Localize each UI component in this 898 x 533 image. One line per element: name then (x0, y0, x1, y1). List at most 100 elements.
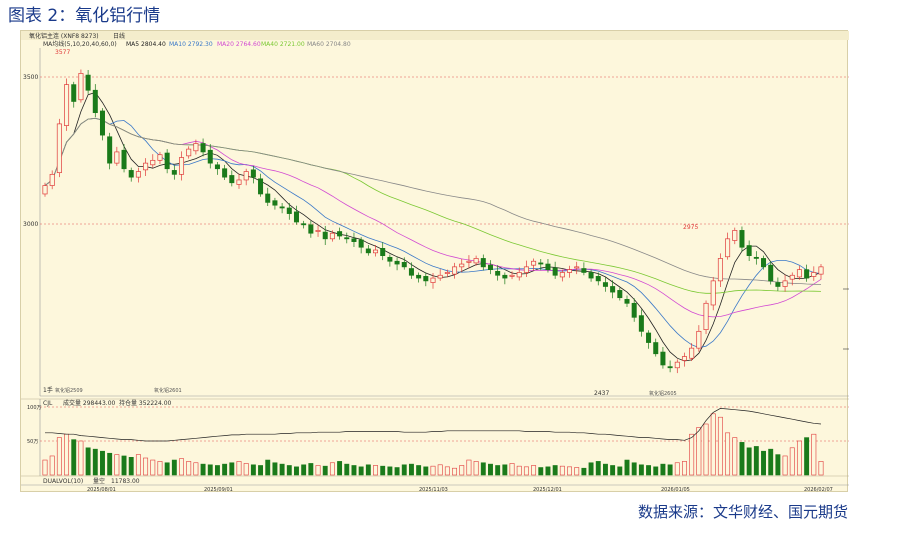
volume-bar (682, 461, 687, 476)
candle-body-down (416, 274, 422, 279)
period-label[interactable]: 日线 (113, 32, 125, 40)
candle (250, 165, 256, 184)
volume-bar (365, 464, 371, 476)
y-tick-3000: 3000 (23, 221, 38, 228)
candle-body-up (373, 249, 379, 254)
candle-body-down (423, 276, 429, 282)
volume-bar (250, 464, 256, 476)
candle (315, 225, 321, 237)
candle-body-up (64, 84, 70, 126)
volume-bar (523, 466, 529, 476)
candle (430, 273, 436, 289)
candle-body-down (595, 276, 601, 282)
candle-body-down (753, 256, 759, 259)
volume-bar (717, 416, 723, 476)
volume-bar (631, 462, 637, 476)
candle-body-up (430, 277, 436, 283)
candle-body-up (459, 263, 465, 268)
candle-body-up (710, 280, 716, 306)
candlesticks (42, 69, 824, 374)
volume-bar (243, 463, 249, 476)
volume-bar (710, 413, 716, 476)
candle (761, 255, 767, 270)
candle (452, 262, 458, 279)
volume-bar (294, 466, 299, 476)
candle (258, 173, 264, 197)
candle-body-down (624, 299, 630, 304)
x-tick-0: 2025/08/01 (87, 487, 116, 493)
candle (818, 264, 824, 280)
contract-a-label: 氧化铝2509 (55, 387, 83, 394)
candle (638, 309, 644, 337)
volume-bar (761, 450, 766, 476)
candle (753, 251, 759, 265)
candle-body-up (444, 272, 450, 274)
vol-tick-50w: 50万 (27, 439, 38, 445)
candle-body-up (78, 73, 84, 101)
volume-bar (186, 461, 192, 476)
volume-bar (610, 465, 616, 476)
candle (222, 164, 228, 180)
volume-bar (753, 446, 759, 476)
candle (365, 244, 371, 256)
candle (179, 151, 185, 181)
candle-body-up (193, 143, 199, 152)
candle-body-down (293, 211, 299, 223)
candle-body-down (128, 170, 134, 178)
candle-body-down (164, 152, 170, 170)
candle-body-down (552, 267, 558, 276)
candle (214, 162, 220, 175)
candle (64, 78, 70, 131)
contract-b-label: 氧化铝2601 (154, 387, 182, 394)
candle-body-down (250, 169, 256, 178)
contract-c-label: 氧化铝2605 (649, 390, 677, 397)
volume-bar (315, 465, 321, 476)
volume-bar (301, 464, 307, 476)
volume-bar (725, 432, 731, 476)
candle (466, 255, 472, 269)
candle (610, 280, 616, 299)
candle-body-up (567, 269, 573, 273)
volume-bar (516, 465, 522, 476)
volume-bar (329, 462, 335, 476)
candle-body-down (638, 315, 644, 332)
ma20-legend: MA20 2764.60 (217, 41, 261, 48)
candle-body-down (401, 262, 407, 268)
candle-body-up (179, 157, 185, 175)
x-tick-3: 2025/12/01 (533, 487, 562, 493)
volume-bar (459, 465, 465, 476)
volume-bar (531, 465, 537, 476)
candle (674, 359, 680, 374)
volume-bar (236, 461, 242, 476)
candle-body-up (509, 274, 515, 277)
candle-body-up (681, 356, 687, 361)
instrument-label[interactable]: 氧化铝主连 (XNF8 8273) (29, 32, 99, 40)
candle-body-up (725, 238, 731, 258)
volume-bar (495, 465, 501, 476)
volume-bar (135, 454, 141, 476)
candle (495, 265, 501, 281)
candle (49, 170, 55, 190)
candle (696, 325, 702, 352)
volume-bar (696, 427, 702, 476)
candle (480, 254, 486, 271)
candle (272, 197, 278, 210)
candle-body-down (581, 268, 587, 273)
candle-body-down (804, 269, 810, 279)
volume-bar (179, 458, 184, 476)
candle-body-up (42, 185, 48, 195)
candle-body-up (114, 151, 120, 164)
volume-bar (394, 467, 400, 476)
candle-body-up (437, 274, 443, 279)
candle-body-up (315, 230, 321, 232)
volume-bar (408, 463, 414, 476)
candle-body-down (207, 149, 213, 164)
volume-bar (775, 454, 781, 476)
candle (444, 269, 450, 278)
volume-bar (567, 466, 572, 476)
toolbar-strip (21, 31, 849, 40)
volume-value: 成交量 298443.00 (63, 399, 116, 407)
cjl-label: CJL (43, 400, 53, 407)
candle (150, 154, 156, 168)
candle-body-up (135, 171, 141, 178)
